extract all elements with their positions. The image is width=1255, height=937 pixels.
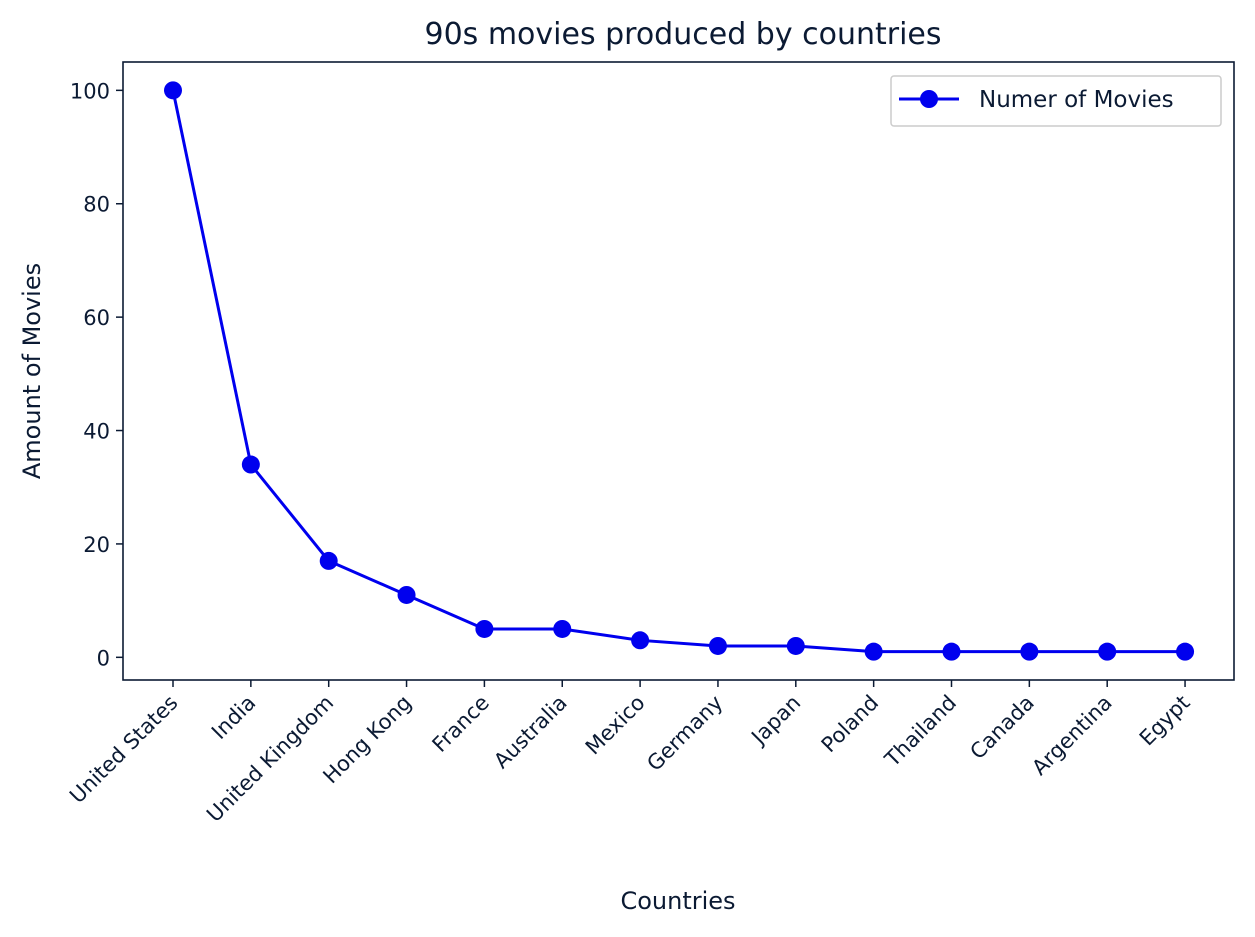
legend-box — [890, 75, 1222, 127]
x-tick-label: Mexico — [581, 691, 650, 760]
x-tick-label: Poland — [817, 691, 884, 758]
data-point — [241, 455, 260, 474]
legend: Numer of Movies — [890, 75, 1222, 127]
data-point — [475, 619, 494, 638]
x-tick-label: Japan — [746, 691, 806, 751]
data-point — [942, 642, 961, 661]
plot-area — [122, 61, 1235, 681]
y-tick-label: 20 — [83, 533, 110, 557]
legend-entry: Numer of Movies — [979, 87, 1174, 113]
y-axis-ticks: 0 20 40 60 80 100 — [70, 79, 123, 670]
data-point — [864, 642, 883, 661]
data-point — [1098, 642, 1117, 661]
data-point — [319, 551, 338, 570]
x-tick-label: Canada — [965, 691, 1038, 764]
data-point — [1176, 642, 1195, 661]
y-axis-label: Amount of Movies — [18, 263, 46, 479]
series-line — [171, 90, 1186, 654]
chart-title: 90s movies produced by countries — [424, 17, 941, 52]
x-axis-label: Countries — [620, 887, 735, 915]
x-tick-label: Australia — [489, 691, 572, 774]
data-point — [1020, 642, 1039, 661]
y-tick-label: 0 — [97, 646, 110, 670]
x-tick-label: India — [207, 691, 260, 744]
x-tick-label: Germany — [642, 691, 727, 776]
x-tick-label: Argentina — [1027, 691, 1116, 780]
series-layer — [164, 81, 1195, 661]
y-tick-label: 100 — [70, 79, 110, 103]
data-point — [397, 585, 416, 604]
data-point — [708, 636, 727, 655]
x-tick-label: Egypt — [1135, 691, 1195, 751]
x-tick-label: United States — [65, 691, 183, 809]
data-point — [553, 619, 572, 638]
x-tick-label: Thailand — [880, 691, 961, 772]
y-tick-label: 60 — [83, 306, 110, 330]
data-point — [164, 81, 182, 100]
y-tick-label: 40 — [83, 420, 110, 444]
x-tick-label: France — [428, 691, 494, 757]
legend-point-marker — [920, 90, 938, 108]
data-point — [786, 636, 805, 655]
data-point — [631, 631, 650, 650]
y-tick-label: 80 — [83, 193, 110, 217]
